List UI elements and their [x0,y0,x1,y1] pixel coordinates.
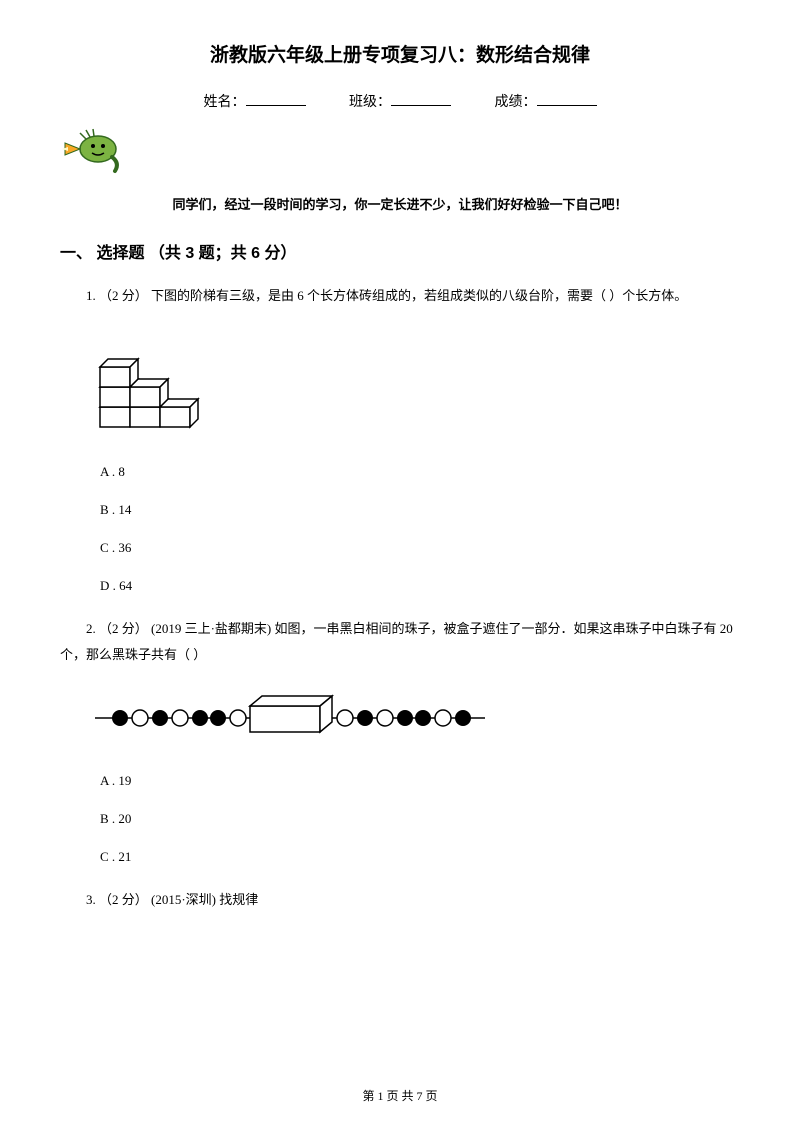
section-header: 一、 选择题 （共 3 题；共 6 分） [60,239,740,263]
q1-optA: A . 8 [100,464,740,480]
q2-optB: B . 20 [100,811,740,827]
encourage-text: 同学们，经过一段时间的学习，你一定长进不少，让我们好好检验一下自己吧！ [60,194,740,213]
name-blank[interactable] [246,105,306,106]
info-row: 姓名： 班级： 成绩： [60,91,740,111]
q1-figure [90,329,740,444]
q1-optC: C . 36 [100,540,740,556]
q1-optD: D . 64 [100,578,740,594]
q3-text: 3. （2 分） (2015·深圳) 找规律 [60,887,740,913]
pencil-icon [60,127,740,182]
class-label: 班级： [349,95,391,110]
q2-optC: C . 21 [100,849,740,865]
page-title: 浙教版六年级上册专项复习八：数形结合规律 [60,40,740,67]
score-blank[interactable] [537,105,597,106]
q2-text: 2. （2 分） (2019 三上·盐都期末) 如图，一串黑白相间的珠子，被盒子… [60,616,740,668]
q1-text: 1. （2 分） 下图的阶梯有三级，是由 6 个长方体砖组成的，若组成类似的八级… [60,283,740,309]
q1-optB: B . 14 [100,502,740,518]
class-blank[interactable] [391,105,451,106]
score-label: 成绩： [495,95,537,110]
q2-optA: A . 19 [100,773,740,789]
name-label: 姓名： [204,95,246,110]
page-footer: 第 1 页 共 7 页 [0,1087,800,1104]
q2-figure [90,688,740,753]
